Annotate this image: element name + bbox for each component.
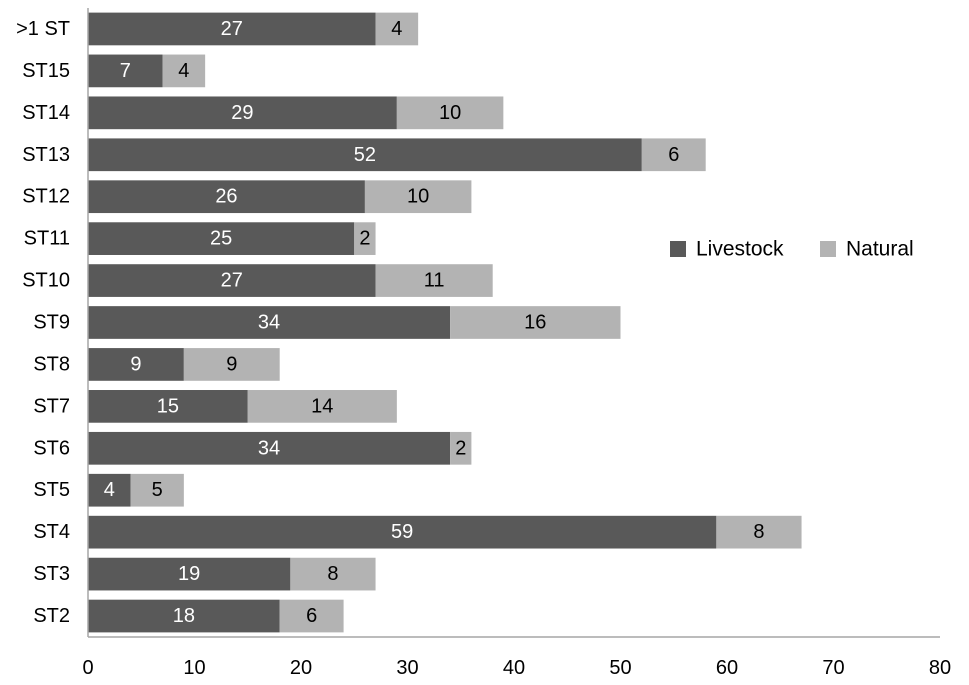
value-label-natural-st3: 8 xyxy=(327,563,338,585)
value-label-livestock-st15: 7 xyxy=(120,60,131,82)
value-label-livestock-st14: 29 xyxy=(231,102,253,124)
bar-natural-st4 xyxy=(716,515,802,549)
bar-natural-st7 xyxy=(247,390,397,423)
bar-livestock-st11 xyxy=(88,222,355,255)
bar-natural-st12 xyxy=(364,180,472,214)
x-tick-label-0: 0 xyxy=(82,657,93,679)
category-label-st5: ST5 xyxy=(33,479,70,501)
category-label-st2: ST2 xyxy=(33,605,70,627)
category-label-st8: ST8 xyxy=(33,353,70,375)
value-label-natural-st14: 10 xyxy=(439,102,461,124)
value-label-livestock-st3: 19 xyxy=(178,563,200,585)
x-tick-label-30: 30 xyxy=(396,657,418,679)
value-label-livestock-gt1-st: 27 xyxy=(221,18,243,40)
legend: Livestock Natural xyxy=(670,238,914,261)
bar-livestock-st9 xyxy=(88,306,451,339)
x-tick-labels-group: 0 10 20 30 40 50 60 70 80 xyxy=(82,657,951,679)
bar-natural-st14 xyxy=(396,96,504,130)
bar-livestock-st8 xyxy=(88,348,184,381)
bar-livestock-st2 xyxy=(88,599,280,633)
value-label-livestock-st4: 59 xyxy=(391,521,413,543)
legend-label-natural: Natural xyxy=(846,238,914,261)
category-label-st6: ST6 xyxy=(33,437,70,459)
value-label-livestock-st8: 9 xyxy=(130,353,141,375)
value-label-livestock-st10: 27 xyxy=(221,270,243,292)
x-tick-label-70: 70 xyxy=(822,657,844,679)
bar-livestock-st3 xyxy=(88,557,291,591)
bar-livestock-gt1-st xyxy=(88,12,376,46)
bar-natural-st8 xyxy=(183,348,280,381)
value-label-livestock-st5: 4 xyxy=(104,479,115,501)
value-label-natural-gt1-st: 4 xyxy=(391,18,402,40)
category-label-st13: ST13 xyxy=(22,144,70,166)
x-tick-label-50: 50 xyxy=(609,657,631,679)
bar-livestock-st13 xyxy=(88,138,642,172)
category-label-st12: ST12 xyxy=(22,186,70,208)
value-labels-group: 27 4 7 4 29 10 52 6 26 10 25 2 27 11 34 16 9 9 15 14 34 2 4 5 59… xyxy=(104,18,765,627)
value-label-natural-st6: 2 xyxy=(455,437,466,459)
x-tick-label-20: 20 xyxy=(290,657,312,679)
value-label-livestock-st12: 26 xyxy=(215,186,237,208)
bar-natural-gt1-st xyxy=(375,12,419,46)
bar-livestock-st7 xyxy=(88,390,248,423)
legend-label-livestock: Livestock xyxy=(696,238,784,261)
category-label-st15: ST15 xyxy=(22,60,70,82)
value-label-livestock-st11: 25 xyxy=(210,228,232,250)
category-label-st7: ST7 xyxy=(33,395,70,417)
value-label-natural-st5: 5 xyxy=(152,479,163,501)
category-label-st3: ST3 xyxy=(33,563,70,585)
bar-livestock-st5 xyxy=(88,473,131,507)
bar-natural-st9 xyxy=(450,306,621,339)
category-label-st11: ST11 xyxy=(24,228,70,250)
bar-natural-st5 xyxy=(130,473,184,507)
value-label-natural-st13: 6 xyxy=(668,144,679,166)
bar-livestock-st4 xyxy=(88,515,717,549)
legend-swatch-natural xyxy=(820,241,836,257)
value-label-natural-st2: 6 xyxy=(306,605,317,627)
bar-natural-st3 xyxy=(290,557,376,591)
bar-natural-st11 xyxy=(354,222,376,255)
bar-livestock-st14 xyxy=(88,96,397,130)
value-label-livestock-st7: 15 xyxy=(157,395,179,417)
category-label-st4: ST4 xyxy=(33,521,70,543)
value-label-livestock-st9: 34 xyxy=(258,312,280,334)
bar-livestock-st6 xyxy=(88,431,451,465)
value-label-natural-st9: 16 xyxy=(524,312,546,334)
legend-swatch-livestock xyxy=(670,241,686,257)
value-label-natural-st11: 2 xyxy=(359,228,370,250)
category-labels-group: >1 ST ST15 ST14 ST13 ST12 ST11 ST10 ST9 ST8 ST7 ST… xyxy=(16,18,70,627)
value-label-natural-st8: 9 xyxy=(226,353,237,375)
bar-natural-st15 xyxy=(162,54,206,88)
value-label-livestock-st2: 18 xyxy=(173,605,195,627)
value-label-livestock-st13: 52 xyxy=(354,144,376,166)
bar-livestock-st10 xyxy=(88,264,376,297)
bar-natural-st10 xyxy=(375,264,493,297)
bar-livestock-st12 xyxy=(88,180,365,214)
value-label-natural-st15: 4 xyxy=(178,60,189,82)
x-tick-label-10: 10 xyxy=(183,657,205,679)
bars-group xyxy=(88,12,802,633)
bar-natural-st13 xyxy=(641,138,706,172)
bar-natural-st2 xyxy=(279,599,344,633)
category-label-gt1-st: >1 ST xyxy=(16,18,70,40)
value-label-natural-st7: 14 xyxy=(311,395,333,417)
x-tick-label-60: 60 xyxy=(716,657,738,679)
category-label-st14: ST14 xyxy=(22,102,70,124)
x-tick-label-40: 40 xyxy=(503,657,525,679)
value-label-livestock-st6: 34 xyxy=(258,437,280,459)
category-label-st10: ST10 xyxy=(22,270,70,292)
value-label-natural-st10: 11 xyxy=(424,270,445,292)
x-tick-label-80: 80 xyxy=(929,657,951,679)
category-label-st9: ST9 xyxy=(33,312,70,334)
bar-livestock-st15 xyxy=(88,54,163,88)
value-label-natural-st4: 8 xyxy=(753,521,764,543)
value-label-natural-st12: 10 xyxy=(407,186,429,208)
bar-natural-st6 xyxy=(450,431,472,465)
